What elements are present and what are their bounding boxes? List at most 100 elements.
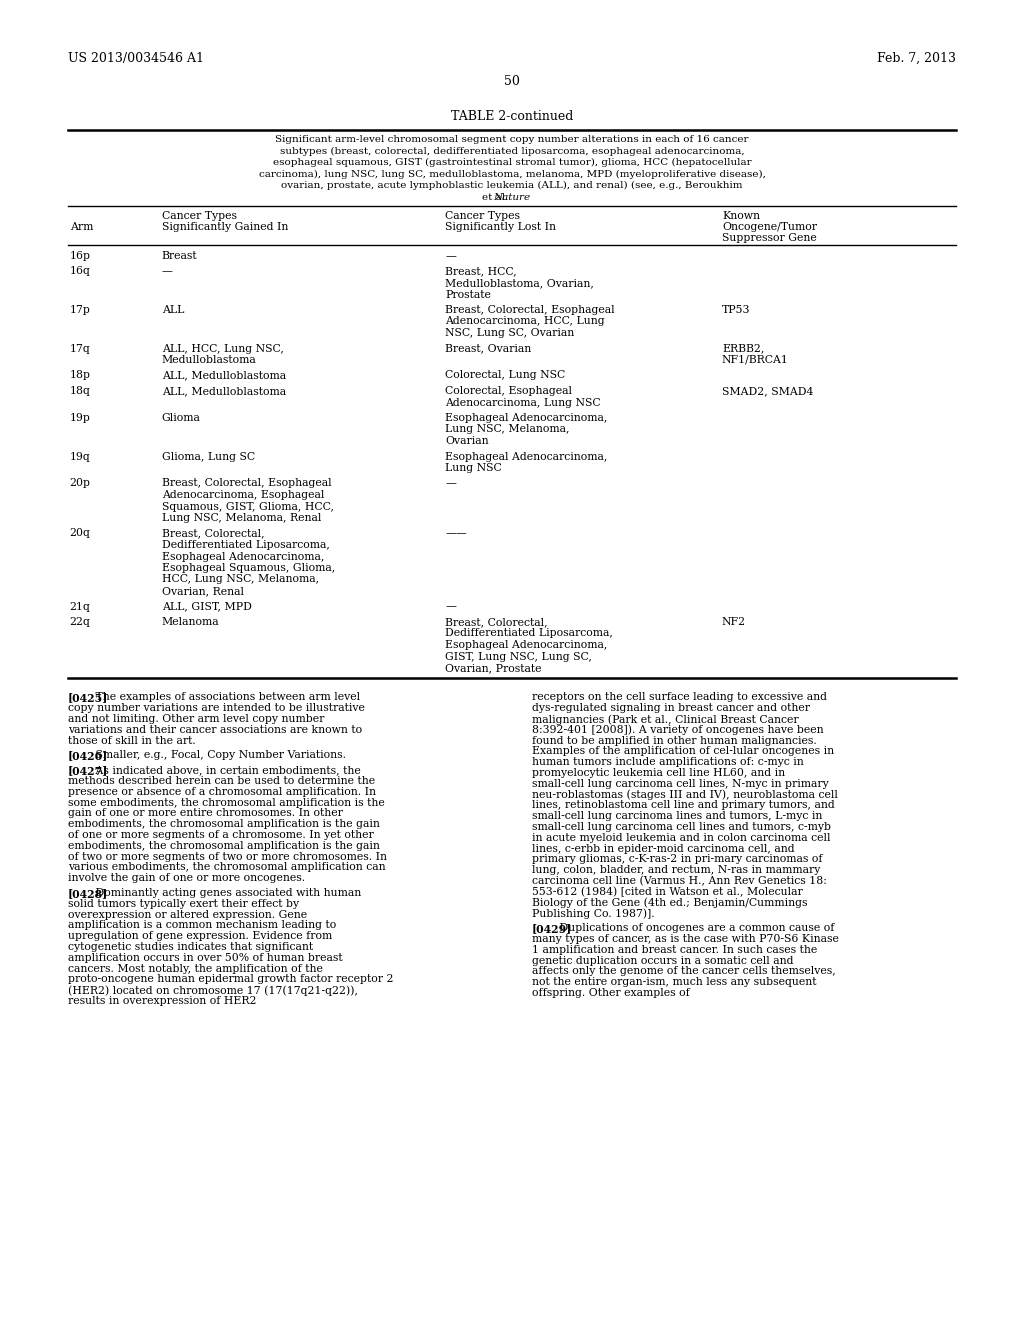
Text: human tumors include amplifications of: c-myc in: human tumors include amplifications of: … [532,758,804,767]
Text: amplification is a common mechanism leading to: amplification is a common mechanism lead… [68,920,336,931]
Text: presence or absence of a chromosomal amplification. In: presence or absence of a chromosomal amp… [68,787,376,797]
Text: of one or more segments of a chromosome. In yet other: of one or more segments of a chromosome.… [68,830,374,840]
Text: Esophageal Adenocarcinoma,: Esophageal Adenocarcinoma, [445,413,608,422]
Text: 17q: 17q [70,343,90,354]
Text: ovarian, prostate, acute lymphoblastic leukemia (ALL), and renal) (see, e.g., Be: ovarian, prostate, acute lymphoblastic l… [282,181,742,190]
Text: promyelocytic leukemia cell line HL60, and in: promyelocytic leukemia cell line HL60, a… [532,768,785,777]
Text: Suppressor Gene: Suppressor Gene [722,234,817,243]
Text: [0426]: [0426] [68,751,109,762]
Text: Oncogene/Tumor: Oncogene/Tumor [722,222,817,232]
Text: and not limiting. Other arm level copy number: and not limiting. Other arm level copy n… [68,714,325,725]
Text: small-cell lung carcinoma cell lines and tumors, c-myb: small-cell lung carcinoma cell lines and… [532,822,831,832]
Text: TABLE 2-continued: TABLE 2-continued [451,110,573,123]
Text: [0427]: [0427] [68,766,109,776]
Text: gain of one or more entire chromosomes. In other: gain of one or more entire chromosomes. … [68,808,343,818]
Text: copy number variations are intended to be illustrative: copy number variations are intended to b… [68,704,365,713]
Text: et al.: et al. [482,193,512,202]
Text: Publishing Co. 1987)].: Publishing Co. 1987)]. [532,908,654,919]
Text: lines, c-erbb in epider-moid carcinoma cell, and: lines, c-erbb in epider-moid carcinoma c… [532,843,795,854]
Text: NF1/BRCA1: NF1/BRCA1 [722,355,788,366]
Text: 17p: 17p [70,305,90,315]
Text: Melanoma: Melanoma [162,616,219,627]
Text: Ovarian, Prostate: Ovarian, Prostate [445,663,542,673]
Text: in acute myeloid leukemia and in colon carcinoma cell: in acute myeloid leukemia and in colon c… [532,833,830,843]
Text: Significant arm-level chromosomal segment copy number alterations in each of 16 : Significant arm-level chromosomal segmen… [275,135,749,144]
Text: SMAD2, SMAD4: SMAD2, SMAD4 [722,385,813,396]
Text: The examples of associations between arm level: The examples of associations between arm… [92,693,360,702]
Text: many types of cancer, as is the case with P70-S6 Kinase: many types of cancer, as is the case wit… [532,935,839,944]
Text: 1 amplification and breast cancer. In such cases the: 1 amplification and breast cancer. In su… [532,945,817,954]
Text: Breast, HCC,: Breast, HCC, [445,267,517,276]
Text: Biology of the Gene (4th ed.; Benjamin/Cummings: Biology of the Gene (4th ed.; Benjamin/C… [532,898,808,908]
Text: Breast, Colorectal,: Breast, Colorectal, [162,528,264,539]
Text: results in overexpression of HER2: results in overexpression of HER2 [68,997,256,1006]
Text: receptors on the cell surface leading to excessive and: receptors on the cell surface leading to… [532,693,827,702]
Text: those of skill in the art.: those of skill in the art. [68,735,196,746]
Text: proto-oncogene human epidermal growth factor receptor 2: proto-oncogene human epidermal growth fa… [68,974,393,985]
Text: Medulloblastoma, Ovarian,: Medulloblastoma, Ovarian, [445,279,594,288]
Text: various embodiments, the chromosomal amplification can: various embodiments, the chromosomal amp… [68,862,386,873]
Text: [0425]: [0425] [68,693,109,704]
Text: Esophageal Adenocarcinoma,: Esophageal Adenocarcinoma, [445,640,608,649]
Text: carcinoma cell line (Varmus H., Ann Rev Genetics 18:: carcinoma cell line (Varmus H., Ann Rev … [532,876,826,887]
Text: Feb. 7, 2013: Feb. 7, 2013 [877,51,956,65]
Text: Significantly Gained In: Significantly Gained In [162,222,288,232]
Text: Dominantly acting genes associated with human: Dominantly acting genes associated with … [92,888,361,898]
Text: [0429]: [0429] [532,923,572,935]
Text: 8:392-401 [2008]). A variety of oncogenes have been: 8:392-401 [2008]). A variety of oncogene… [532,725,823,735]
Text: GIST, Lung NSC, Lung SC,: GIST, Lung NSC, Lung SC, [445,652,592,661]
Text: small-cell lung carcinoma lines and tumors, L-myc in: small-cell lung carcinoma lines and tumo… [532,812,822,821]
Text: Adenocarcinoma, Esophageal: Adenocarcinoma, Esophageal [162,490,325,500]
Text: cancers. Most notably, the amplification of the: cancers. Most notably, the amplification… [68,964,323,974]
Text: As indicated above, in certain embodiments, the: As indicated above, in certain embodimen… [92,766,361,775]
Text: methods described herein can be used to determine the: methods described herein can be used to … [68,776,375,787]
Text: 21q: 21q [70,602,90,611]
Text: Breast, Ovarian: Breast, Ovarian [445,343,531,354]
Text: Glioma: Glioma [162,413,201,422]
Text: Lung NSC, Melanoma, Renal: Lung NSC, Melanoma, Renal [162,513,322,523]
Text: Breast, Colorectal, Esophageal: Breast, Colorectal, Esophageal [162,479,332,488]
Text: 20p: 20p [70,479,91,488]
Text: Lung NSC, Melanoma,: Lung NSC, Melanoma, [445,425,570,434]
Text: Breast, Colorectal, Esophageal: Breast, Colorectal, Esophageal [445,305,615,315]
Text: HCC, Lung NSC, Melanoma,: HCC, Lung NSC, Melanoma, [162,574,318,585]
Text: [0428]: [0428] [68,888,109,899]
Text: —: — [445,479,457,488]
Text: Esophageal Adenocarcinoma,: Esophageal Adenocarcinoma, [445,451,608,462]
Text: Medulloblastoma: Medulloblastoma [162,355,257,366]
Text: 19p: 19p [70,413,90,422]
Text: carcinoma), lung NSC, lung SC, medulloblastoma, melanoma, MPD (myeloproliferativ: carcinoma), lung NSC, lung SC, medullobl… [259,169,765,178]
Text: 553-612 (1984) [cited in Watson et al., Molecular: 553-612 (1984) [cited in Watson et al., … [532,887,803,898]
Text: Known: Known [722,211,760,220]
Text: affects only the genome of the cancer cells themselves,: affects only the genome of the cancer ce… [532,966,836,977]
Text: offspring. Other examples of: offspring. Other examples of [532,989,690,998]
Text: Colorectal, Esophageal: Colorectal, Esophageal [445,385,572,396]
Text: overexpression or altered expression. Gene: overexpression or altered expression. Ge… [68,909,307,920]
Text: Ovarian: Ovarian [445,436,489,446]
Text: 18q: 18q [70,385,90,396]
Text: NSC, Lung SC, Ovarian: NSC, Lung SC, Ovarian [445,327,574,338]
Text: 19q: 19q [70,451,90,462]
Text: Cancer Types: Cancer Types [445,211,520,220]
Text: Glioma, Lung SC: Glioma, Lung SC [162,451,255,462]
Text: 16p: 16p [70,251,91,261]
Text: ALL, HCC, Lung NSC,: ALL, HCC, Lung NSC, [162,343,284,354]
Text: US 2013/0034546 A1: US 2013/0034546 A1 [68,51,204,65]
Text: Adenocarcinoma, Lung NSC: Adenocarcinoma, Lung NSC [445,397,601,408]
Text: TP53: TP53 [722,305,751,315]
Text: Esophageal Squamous, Glioma,: Esophageal Squamous, Glioma, [162,564,335,573]
Text: Breast, Colorectal,: Breast, Colorectal, [445,616,548,627]
Text: lines, retinoblastoma cell line and primary tumors, and: lines, retinoblastoma cell line and prim… [532,800,835,810]
Text: dys-regulated signaling in breast cancer and other: dys-regulated signaling in breast cancer… [532,704,810,713]
Text: Arm: Arm [70,222,93,232]
Text: 20q: 20q [70,528,90,539]
Text: subtypes (breast, colorectal, dedifferentiated liposarcoma, esophageal adenocarc: subtypes (breast, colorectal, dedifferen… [280,147,744,156]
Text: NF2: NF2 [722,616,746,627]
Text: Ovarian, Renal: Ovarian, Renal [162,586,244,597]
Text: ALL: ALL [162,305,184,315]
Text: —: — [162,267,173,276]
Text: ERBB2,: ERBB2, [722,343,764,354]
Text: Prostate: Prostate [445,289,492,300]
Text: cytogenetic studies indicates that significant: cytogenetic studies indicates that signi… [68,942,313,952]
Text: Duplications of oncogenes are a common cause of: Duplications of oncogenes are a common c… [556,923,835,933]
